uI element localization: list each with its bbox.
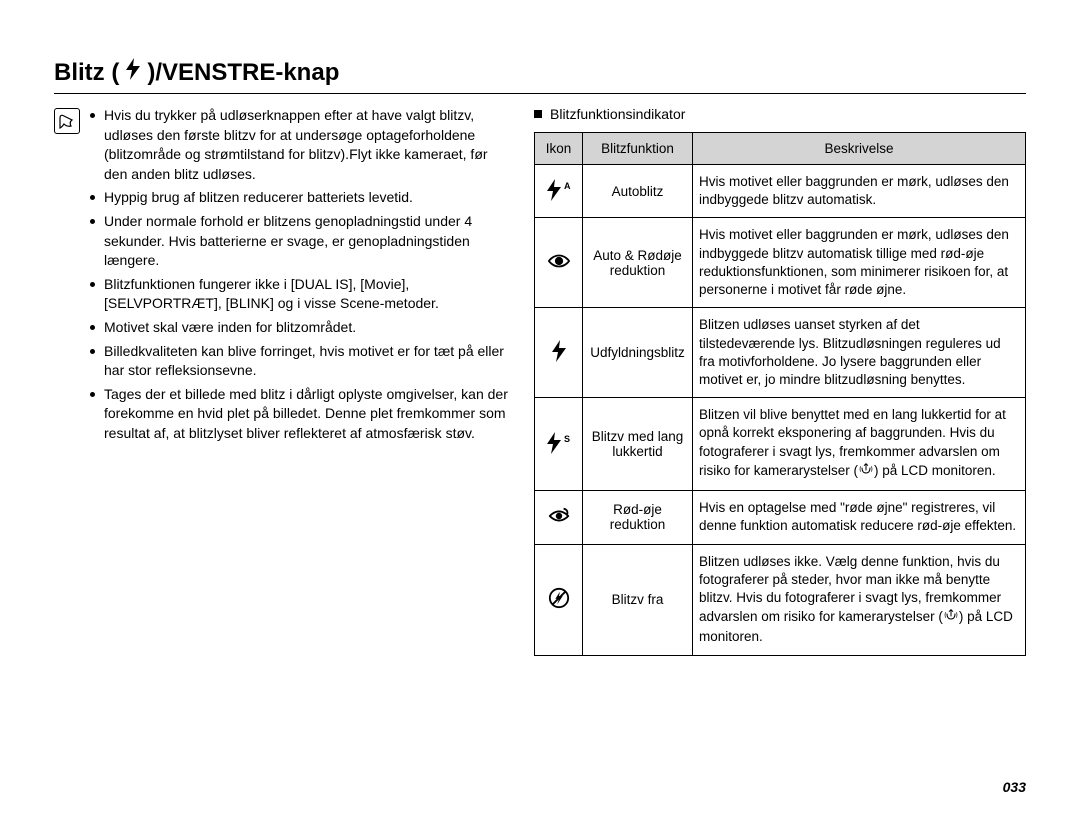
desc-cell: Blitzen udløses ikke. Vælg denne funktio… xyxy=(693,544,1026,655)
notes-list: Hvis du trykker på udløserknappen efter … xyxy=(90,106,514,656)
note-item: Hyppig brug af blitzen reducerer batteri… xyxy=(90,188,514,208)
note-item: Motivet skal være inden for blitzområdet… xyxy=(90,318,514,338)
note-item: Hvis du trykker på udløserknappen efter … xyxy=(90,106,514,184)
note-icon xyxy=(54,108,80,134)
table-row: UdfyldningsblitzBlitzen udløses uanset s… xyxy=(535,308,1026,398)
func-cell: Autoblitz xyxy=(583,165,693,218)
func-cell: Udfyldningsblitz xyxy=(583,308,693,398)
flash-modes-table: Ikon Blitzfunktion Beskrivelse A Autoblit… xyxy=(534,132,1026,656)
func-cell: Blitzv med lang lukkertid xyxy=(583,398,693,491)
eye-icon xyxy=(535,218,583,308)
page-number: 033 xyxy=(1003,779,1026,795)
col-icon: Ikon xyxy=(535,133,583,165)
flash-s-icon: S xyxy=(535,398,583,491)
func-cell: Rød-øje reduktion xyxy=(583,491,693,544)
flash-a-icon: A xyxy=(535,165,583,218)
func-cell: Auto & Rødøje reduktion xyxy=(583,218,693,308)
desc-cell: Blitzen udløses uanset styrken af det ti… xyxy=(693,308,1026,398)
col-func: Blitzfunktion xyxy=(583,133,693,165)
desc-cell: Blitzen vil blive benyttet med en lang l… xyxy=(693,398,1026,491)
table-heading: Blitzfunktionsindikator xyxy=(534,106,1026,122)
svg-text:S: S xyxy=(564,434,570,444)
page-title: Blitz ( )/VENSTRE-knap xyxy=(54,58,1026,94)
desc-cell: Hvis en optagelse med "røde øjne" regist… xyxy=(693,491,1026,544)
note-item: Under normale forhold er blitzens genopl… xyxy=(90,212,514,271)
table-row: A AutoblitzHvis motivet eller baggrunden … xyxy=(535,165,1026,218)
note-item: Blitzfunktionen fungerer ikke i [DUAL IS… xyxy=(90,275,514,314)
func-cell: Blitzv fra xyxy=(583,544,693,655)
col-desc: Beskrivelse xyxy=(693,133,1026,165)
table-row: S Blitzv med lang lukkertidBlitzen vil bl… xyxy=(535,398,1026,491)
title-prefix: Blitz ( xyxy=(54,59,119,87)
desc-cell: Hvis motivet eller baggrunden er mørk, u… xyxy=(693,218,1026,308)
svg-text:A: A xyxy=(564,181,571,191)
eye-fix-icon xyxy=(535,491,583,544)
flash-icon xyxy=(123,58,143,87)
flash-icon xyxy=(535,308,583,398)
table-row: Blitzv fraBlitzen udløses ikke. Vælg den… xyxy=(535,544,1026,655)
flash-off-icon xyxy=(535,544,583,655)
table-row: Auto & Rødøje reduktionHvis motivet elle… xyxy=(535,218,1026,308)
table-row: Rød-øje reduktionHvis en optagelse med "… xyxy=(535,491,1026,544)
camera-shake-icon xyxy=(943,607,959,628)
note-item: Billedkvaliteten kan blive forringet, hv… xyxy=(90,342,514,381)
camera-shake-icon xyxy=(858,461,874,482)
desc-cell: Hvis motivet eller baggrunden er mørk, u… xyxy=(693,165,1026,218)
title-suffix: )/VENSTRE-knap xyxy=(147,59,339,87)
note-item: Tages der et billede med blitz i dårligt… xyxy=(90,385,514,444)
